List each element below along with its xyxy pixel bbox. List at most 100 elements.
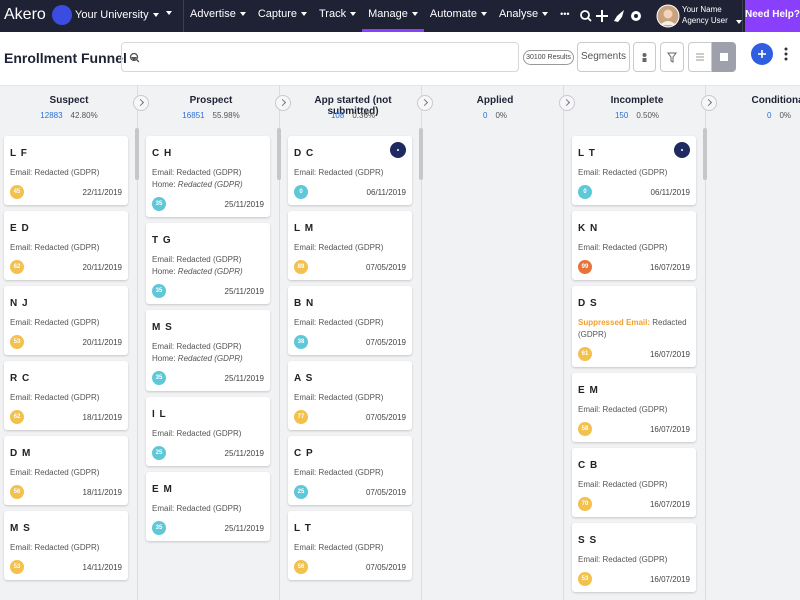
contact-card[interactable]: E M Email: Redacted (GDPR) 58 16/07/2019: [572, 373, 696, 442]
scrollbar: [135, 128, 139, 180]
score-badge: 58: [578, 422, 592, 436]
contact-card[interactable]: C B Email: Redacted (GDPR) 70 16/07/2019: [572, 448, 696, 517]
board-selector[interactable]: Enrollment Funnel: [4, 50, 137, 66]
top-nav: Akero Your University . Advertise Capture…: [0, 0, 800, 32]
user-info[interactable]: Your Name Agency User: [682, 4, 728, 26]
search-icon: [129, 52, 140, 63]
detail-label: Email:: [10, 468, 33, 477]
segments-button[interactable]: Segments: [577, 42, 630, 72]
rocket-icon[interactable]: [614, 10, 624, 22]
next-column-button[interactable]: [559, 95, 575, 111]
contact-card[interactable]: A S Email: Redacted (GDPR) 77 07/05/2019: [288, 361, 412, 430]
person-button[interactable]: [633, 42, 656, 72]
contact-card[interactable]: C H Email: Redacted (GDPR) Home: Redacted …: [146, 136, 270, 217]
next-column-button[interactable]: [133, 95, 149, 111]
card-footer: 53 20/11/2019: [10, 335, 122, 349]
score-badge: 38: [294, 335, 308, 349]
menu-item[interactable]: Capture: [252, 0, 313, 32]
menu-item[interactable]: Advertise: [184, 0, 252, 32]
contact-card[interactable]: E D Email: Redacted (GDPR) 62 20/11/2019: [4, 211, 128, 280]
contact-card[interactable]: R C Email: Redacted (GDPR) 62 18/11/2019: [4, 361, 128, 430]
card-list: L F Email: Redacted (GDPR) 45 22/11/2019 E D…: [4, 136, 128, 580]
menu-item[interactable]: Manage: [362, 0, 424, 32]
detail-label: Email:: [10, 243, 33, 252]
column: Prospect 16851 55.98% C H Email: Redacted (G…: [146, 85, 291, 600]
detail-label: Email:: [578, 480, 601, 489]
contact-detail: Email: Redacted (GDPR): [578, 242, 690, 254]
more-menu[interactable]: •••: [560, 9, 570, 19]
card-footer: 56 18/11/2019: [10, 485, 122, 499]
detail-label: Email:: [294, 243, 317, 252]
card-date: 20/11/2019: [82, 262, 122, 272]
add-button[interactable]: [750, 42, 774, 66]
search-box[interactable]: [121, 42, 519, 72]
contact-card[interactable]: S S Email: Redacted (GDPR) 53 16/07/2019: [572, 523, 696, 592]
search-icon[interactable]: [580, 10, 592, 22]
divider: [742, 0, 743, 32]
contact-card[interactable]: D S Suppressed Email: Redacted (GDPR) 61 16…: [572, 286, 696, 367]
contact-card[interactable]: B N Email: Redacted (GDPR) 38 07/05/2019: [288, 286, 412, 355]
contact-initials: E M: [152, 484, 173, 495]
menu-item[interactable]: Automate: [424, 0, 493, 32]
contact-card[interactable]: M S Email: Redacted (GDPR) Home: Redacted …: [146, 310, 270, 391]
menu-item[interactable]: Track: [313, 0, 362, 32]
detail-value: Redacted (GDPR): [34, 243, 100, 252]
settings-icon[interactable]: [631, 11, 641, 21]
filter-button[interactable]: [660, 42, 684, 72]
detail-label: Email:: [578, 243, 601, 252]
contact-card[interactable]: K N Email: Redacted (GDPR) 99 16/07/2019: [572, 211, 696, 280]
card-list: D C Email: Redacted (GDPR) 0 06/11/2019 L M E…: [288, 136, 412, 580]
column-title: Conditional: [751, 95, 800, 106]
column-percent: 55.98%: [212, 111, 240, 120]
dot-selector[interactable]: .: [154, 7, 173, 19]
score-badge: 45: [10, 185, 24, 199]
contact-detail: Email: Redacted (GDPR): [10, 317, 122, 329]
user-avatar[interactable]: [656, 4, 680, 28]
detail-value: Redacted (GDPR): [318, 318, 384, 327]
card-date: 22/11/2019: [82, 187, 122, 197]
contact-initials: K N: [578, 223, 599, 234]
logo[interactable]: Akero: [4, 6, 46, 23]
contact-card[interactable]: L F Email: Redacted (GDPR) 45 22/11/2019: [4, 136, 128, 205]
status-indicator: [390, 142, 406, 158]
card-date: 07/05/2019: [365, 262, 406, 272]
contact-card[interactable]: L M Email: Redacted (GDPR) 89 07/05/2019: [288, 211, 412, 280]
university-selector[interactable]: Your University: [75, 9, 159, 21]
detail-value: Redacted (GDPR): [177, 354, 243, 363]
contact-card[interactable]: T G Email: Redacted (GDPR) Home: Redacted …: [146, 223, 270, 304]
board-view-button[interactable]: [712, 42, 736, 72]
list-view-button[interactable]: [688, 42, 712, 72]
contact-detail: Email: Redacted (GDPR): [294, 242, 406, 254]
user-name: Your Name: [682, 5, 722, 14]
next-column-button[interactable]: [417, 95, 433, 111]
card-footer: 77 07/05/2019: [294, 410, 406, 424]
contact-detail: Suppressed Email: Redacted (GDPR): [578, 317, 690, 341]
contact-card[interactable]: D M Email: Redacted (GDPR) 56 18/11/2019: [4, 436, 128, 505]
contact-card[interactable]: E M Email: Redacted (GDPR) 35 25/11/2019: [146, 472, 270, 541]
user-caret[interactable]: [732, 13, 742, 31]
help-button[interactable]: Need Help?: [745, 0, 800, 32]
menu-item[interactable]: Analyse: [493, 0, 554, 32]
score-badge: 62: [10, 410, 24, 424]
contact-card[interactable]: D C Email: Redacted (GDPR) 0 06/11/2019: [288, 136, 412, 205]
contact-card[interactable]: M S Email: Redacted (GDPR) 53 14/11/2019: [4, 511, 128, 580]
next-column-button[interactable]: [701, 95, 717, 111]
contact-card[interactable]: N J Email: Redacted (GDPR) 53 20/11/2019: [4, 286, 128, 355]
card-date: 07/05/2019: [365, 562, 406, 572]
contact-card[interactable]: C P Email: Redacted (GDPR) 25 07/05/2019: [288, 436, 412, 505]
add-icon[interactable]: [596, 10, 608, 22]
contact-card[interactable]: I L Email: Redacted (GDPR) 25 25/11/2019: [146, 397, 270, 466]
next-column-button[interactable]: [275, 95, 291, 111]
detail-label: Email:: [294, 318, 317, 327]
detail-value: Redacted (GDPR): [34, 468, 100, 477]
column-stats: 108 0.36%: [288, 111, 418, 120]
contact-card[interactable]: L T Email: Redacted (GDPR) 0 06/11/2019: [572, 136, 696, 205]
contact-card[interactable]: L T Email: Redacted (GDPR) 56 07/05/2019: [288, 511, 412, 580]
card-footer: 0 06/11/2019: [578, 185, 690, 199]
contact-initials: E M: [578, 385, 599, 396]
caret: [130, 57, 137, 62]
contact-initials: E D: [10, 223, 30, 234]
contact-initials: I L: [152, 409, 167, 420]
more-menu[interactable]: [782, 46, 790, 64]
